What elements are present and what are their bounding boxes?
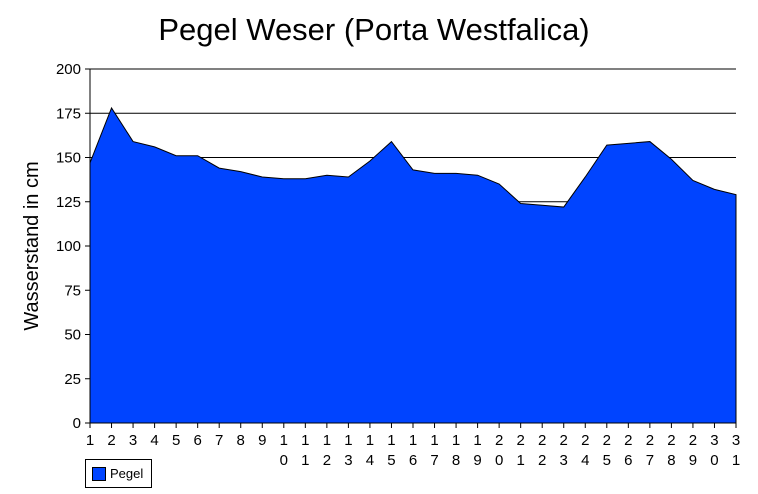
- x-tick-label: 3: [129, 432, 137, 449]
- area-series-pegel: [89, 106, 737, 424]
- x-tick-label: 7: [215, 432, 223, 449]
- y-tick-label: 75: [64, 282, 81, 299]
- y-tick-label: 50: [64, 327, 81, 344]
- legend-label: Pegel: [110, 466, 144, 481]
- legend: Pegel: [85, 459, 152, 488]
- y-tick-label: 0: [73, 415, 81, 432]
- x-tick-label: 2: [107, 432, 115, 449]
- chart-title: Pegel Weser (Porta Westfalica): [158, 12, 589, 47]
- y-tick-label: 150: [56, 150, 81, 167]
- y-tick-label: 100: [56, 238, 81, 255]
- y-tick-label: 125: [56, 194, 81, 211]
- y-tick-label: 175: [56, 105, 81, 122]
- x-tick-label: 9: [258, 432, 266, 449]
- legend-swatch: [92, 466, 106, 481]
- x-tick-label: 4: [150, 432, 158, 449]
- y-axis-label: Wasserstand in cm: [21, 161, 43, 330]
- x-tick-label: 1: [86, 432, 94, 449]
- x-tick-label: 5: [172, 432, 180, 449]
- y-tick-label: 200: [56, 61, 81, 78]
- x-tick-label: 8: [237, 432, 245, 449]
- x-tick-label: 6: [193, 432, 201, 449]
- y-tick-label: 25: [64, 371, 81, 388]
